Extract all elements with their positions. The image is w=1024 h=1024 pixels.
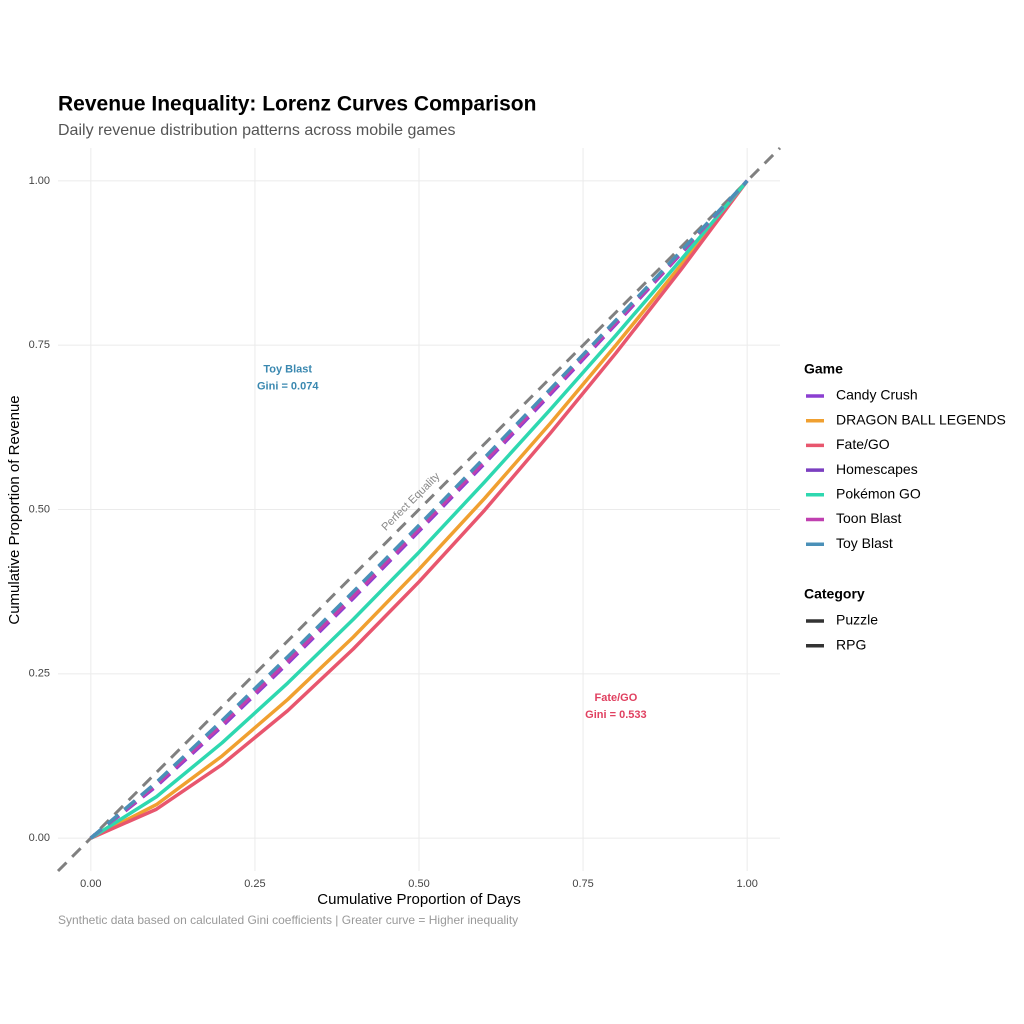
legend-label: Puzzle bbox=[836, 612, 878, 628]
chart-title: Revenue Inequality: Lorenz Curves Compar… bbox=[58, 93, 536, 116]
legend-label: Toy Blast bbox=[836, 535, 893, 551]
lorenz-curve bbox=[89, 179, 749, 840]
reference-label: Perfect Equality bbox=[379, 470, 442, 533]
y-tick-label: 0.00 bbox=[29, 832, 50, 844]
legend-label: Candy Crush bbox=[836, 387, 918, 403]
y-axis-title: Cumulative Proportion of Revenue bbox=[6, 395, 23, 624]
annotation: Gini = 0.074 bbox=[257, 380, 319, 392]
lorenz-curve bbox=[89, 179, 749, 840]
legend-label: Toon Blast bbox=[836, 510, 901, 526]
y-tick-label: 0.25 bbox=[29, 668, 50, 680]
y-tick-label: 0.50 bbox=[29, 503, 50, 515]
x-tick-label: 0.75 bbox=[572, 878, 593, 890]
annotation: Fate/GO bbox=[595, 692, 638, 704]
annotation: Toy Blast bbox=[263, 363, 312, 375]
x-tick-label: 1.00 bbox=[736, 878, 757, 890]
legend-label: Pokémon GO bbox=[836, 486, 921, 502]
y-tick-label: 0.75 bbox=[29, 339, 50, 351]
legend-title: Game bbox=[804, 361, 843, 377]
y-tick-label: 1.00 bbox=[29, 175, 50, 187]
x-tick-label: 0.25 bbox=[244, 878, 265, 890]
legend-label: Homescapes bbox=[836, 461, 918, 477]
chart-subtitle: Daily revenue distribution patterns acro… bbox=[58, 122, 456, 139]
caption: Synthetic data based on calculated Gini … bbox=[58, 913, 518, 927]
x-tick-label: 0.50 bbox=[408, 878, 429, 890]
legend-label: DRAGON BALL LEGENDS bbox=[836, 411, 1006, 427]
x-axis-title: Cumulative Proportion of Days bbox=[317, 891, 520, 908]
legend-label: Fate/GO bbox=[836, 436, 890, 452]
lorenz-curve bbox=[90, 179, 749, 840]
legend-label: RPG bbox=[836, 636, 866, 652]
x-tick-label: 0.00 bbox=[80, 878, 101, 890]
lorenz-curve bbox=[89, 179, 749, 840]
lorenz-curve bbox=[90, 179, 749, 840]
legend-title: Category bbox=[804, 586, 865, 602]
reference-line bbox=[56, 146, 782, 873]
annotation: Gini = 0.533 bbox=[585, 709, 646, 721]
